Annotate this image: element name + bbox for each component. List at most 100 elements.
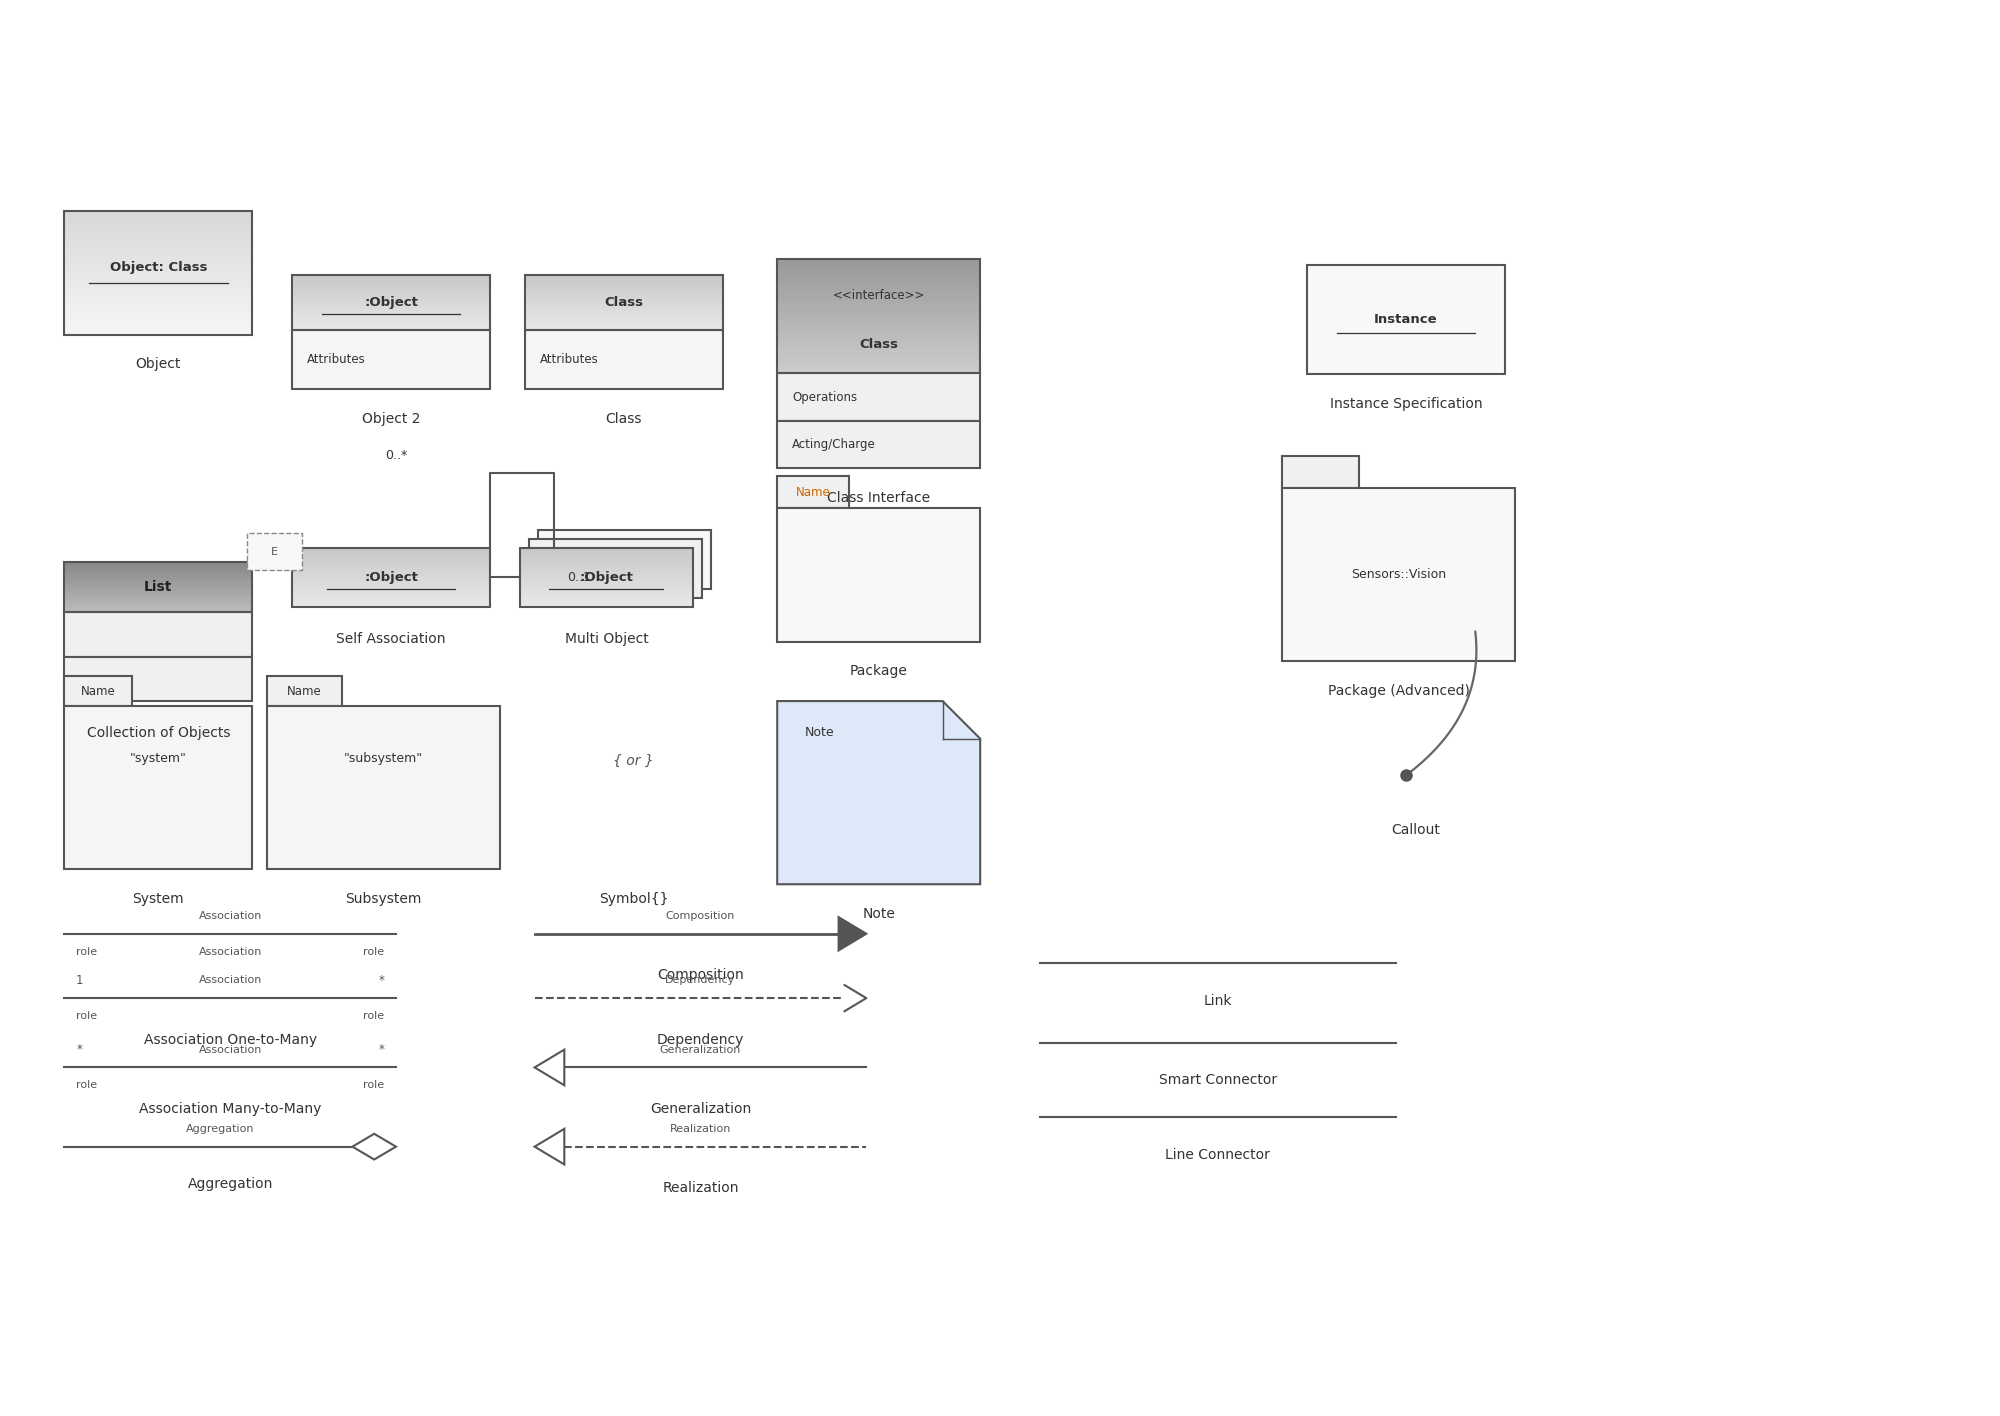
Bar — [292, 575, 490, 578]
Text: Association One-to-Many: Association One-to-Many — [144, 1032, 316, 1046]
Bar — [64, 306, 252, 310]
Text: 1: 1 — [76, 974, 84, 987]
Bar — [292, 296, 490, 299]
Bar — [292, 596, 490, 599]
Bar — [292, 548, 490, 607]
Bar — [64, 606, 252, 609]
Bar — [292, 280, 490, 283]
Bar — [524, 309, 722, 312]
Bar — [778, 275, 980, 279]
Bar — [520, 561, 694, 564]
Text: Association: Association — [198, 1045, 262, 1055]
Bar — [778, 289, 980, 293]
Bar — [778, 300, 980, 304]
Text: Association Many-to-Many: Association Many-to-Many — [138, 1102, 322, 1116]
Bar — [292, 312, 490, 313]
Bar — [64, 562, 252, 564]
Bar — [64, 248, 252, 252]
Bar — [64, 252, 252, 256]
Bar — [1282, 489, 1514, 661]
Bar — [64, 610, 252, 612]
Bar — [64, 566, 252, 569]
Bar — [520, 596, 694, 599]
Bar — [778, 327, 980, 331]
Text: Object 2: Object 2 — [362, 412, 420, 426]
Bar — [778, 421, 980, 469]
Bar — [524, 292, 722, 293]
Bar — [64, 572, 252, 573]
Polygon shape — [352, 1134, 396, 1160]
Text: Aggregation: Aggregation — [186, 1124, 254, 1134]
Bar — [292, 571, 490, 573]
Bar — [64, 569, 252, 571]
Bar — [292, 593, 490, 595]
Text: role: role — [76, 1011, 98, 1021]
Polygon shape — [534, 1049, 564, 1085]
Bar — [292, 555, 490, 558]
Bar — [520, 566, 694, 569]
Bar — [520, 603, 694, 605]
Bar — [292, 275, 490, 278]
Text: Generalization: Generalization — [650, 1102, 752, 1116]
Text: role: role — [76, 946, 98, 957]
Bar — [778, 278, 980, 282]
Bar — [64, 321, 252, 327]
Bar — [292, 289, 490, 292]
Bar — [778, 476, 848, 508]
Bar — [778, 347, 980, 351]
Bar — [778, 374, 980, 421]
Bar — [292, 279, 490, 280]
Bar — [520, 593, 694, 595]
Bar — [292, 561, 490, 564]
Bar — [520, 600, 694, 603]
Text: Smart Connector: Smart Connector — [1158, 1073, 1276, 1087]
Bar — [268, 707, 500, 869]
Bar — [524, 299, 722, 300]
Bar — [292, 283, 490, 286]
Bar — [778, 370, 980, 374]
Bar — [778, 358, 980, 362]
Bar — [778, 312, 980, 316]
Bar — [778, 316, 980, 320]
Bar — [64, 235, 252, 239]
Bar — [292, 293, 490, 296]
Bar — [64, 612, 252, 657]
Text: "subsystem": "subsystem" — [344, 752, 424, 765]
Bar — [520, 576, 694, 579]
Bar — [64, 272, 252, 278]
Bar — [64, 598, 252, 600]
Bar — [524, 307, 722, 310]
Bar — [64, 603, 252, 606]
Bar — [524, 279, 722, 280]
Bar — [292, 573, 490, 575]
Bar — [520, 599, 694, 600]
Bar — [778, 323, 980, 327]
Bar — [292, 599, 490, 600]
Bar — [292, 304, 490, 306]
Text: E: E — [272, 547, 278, 556]
Bar — [524, 287, 722, 290]
Bar — [292, 307, 490, 310]
Bar — [292, 589, 490, 590]
Bar — [64, 285, 252, 289]
Polygon shape — [778, 701, 980, 884]
Bar — [524, 295, 722, 297]
Text: Association: Association — [198, 946, 262, 957]
Bar — [64, 596, 252, 599]
Bar — [520, 556, 694, 559]
Bar — [292, 565, 490, 568]
Bar — [524, 326, 722, 329]
Bar — [64, 256, 252, 261]
Text: { or }: { or } — [614, 753, 654, 767]
Bar — [64, 211, 252, 215]
Bar — [64, 263, 252, 269]
Bar — [520, 564, 694, 565]
Bar — [64, 573, 252, 576]
Bar — [292, 314, 490, 317]
Bar — [64, 268, 252, 273]
Bar — [292, 549, 490, 552]
Bar — [524, 324, 722, 326]
Bar — [64, 592, 252, 593]
Bar — [64, 593, 252, 596]
Bar — [64, 600, 252, 602]
